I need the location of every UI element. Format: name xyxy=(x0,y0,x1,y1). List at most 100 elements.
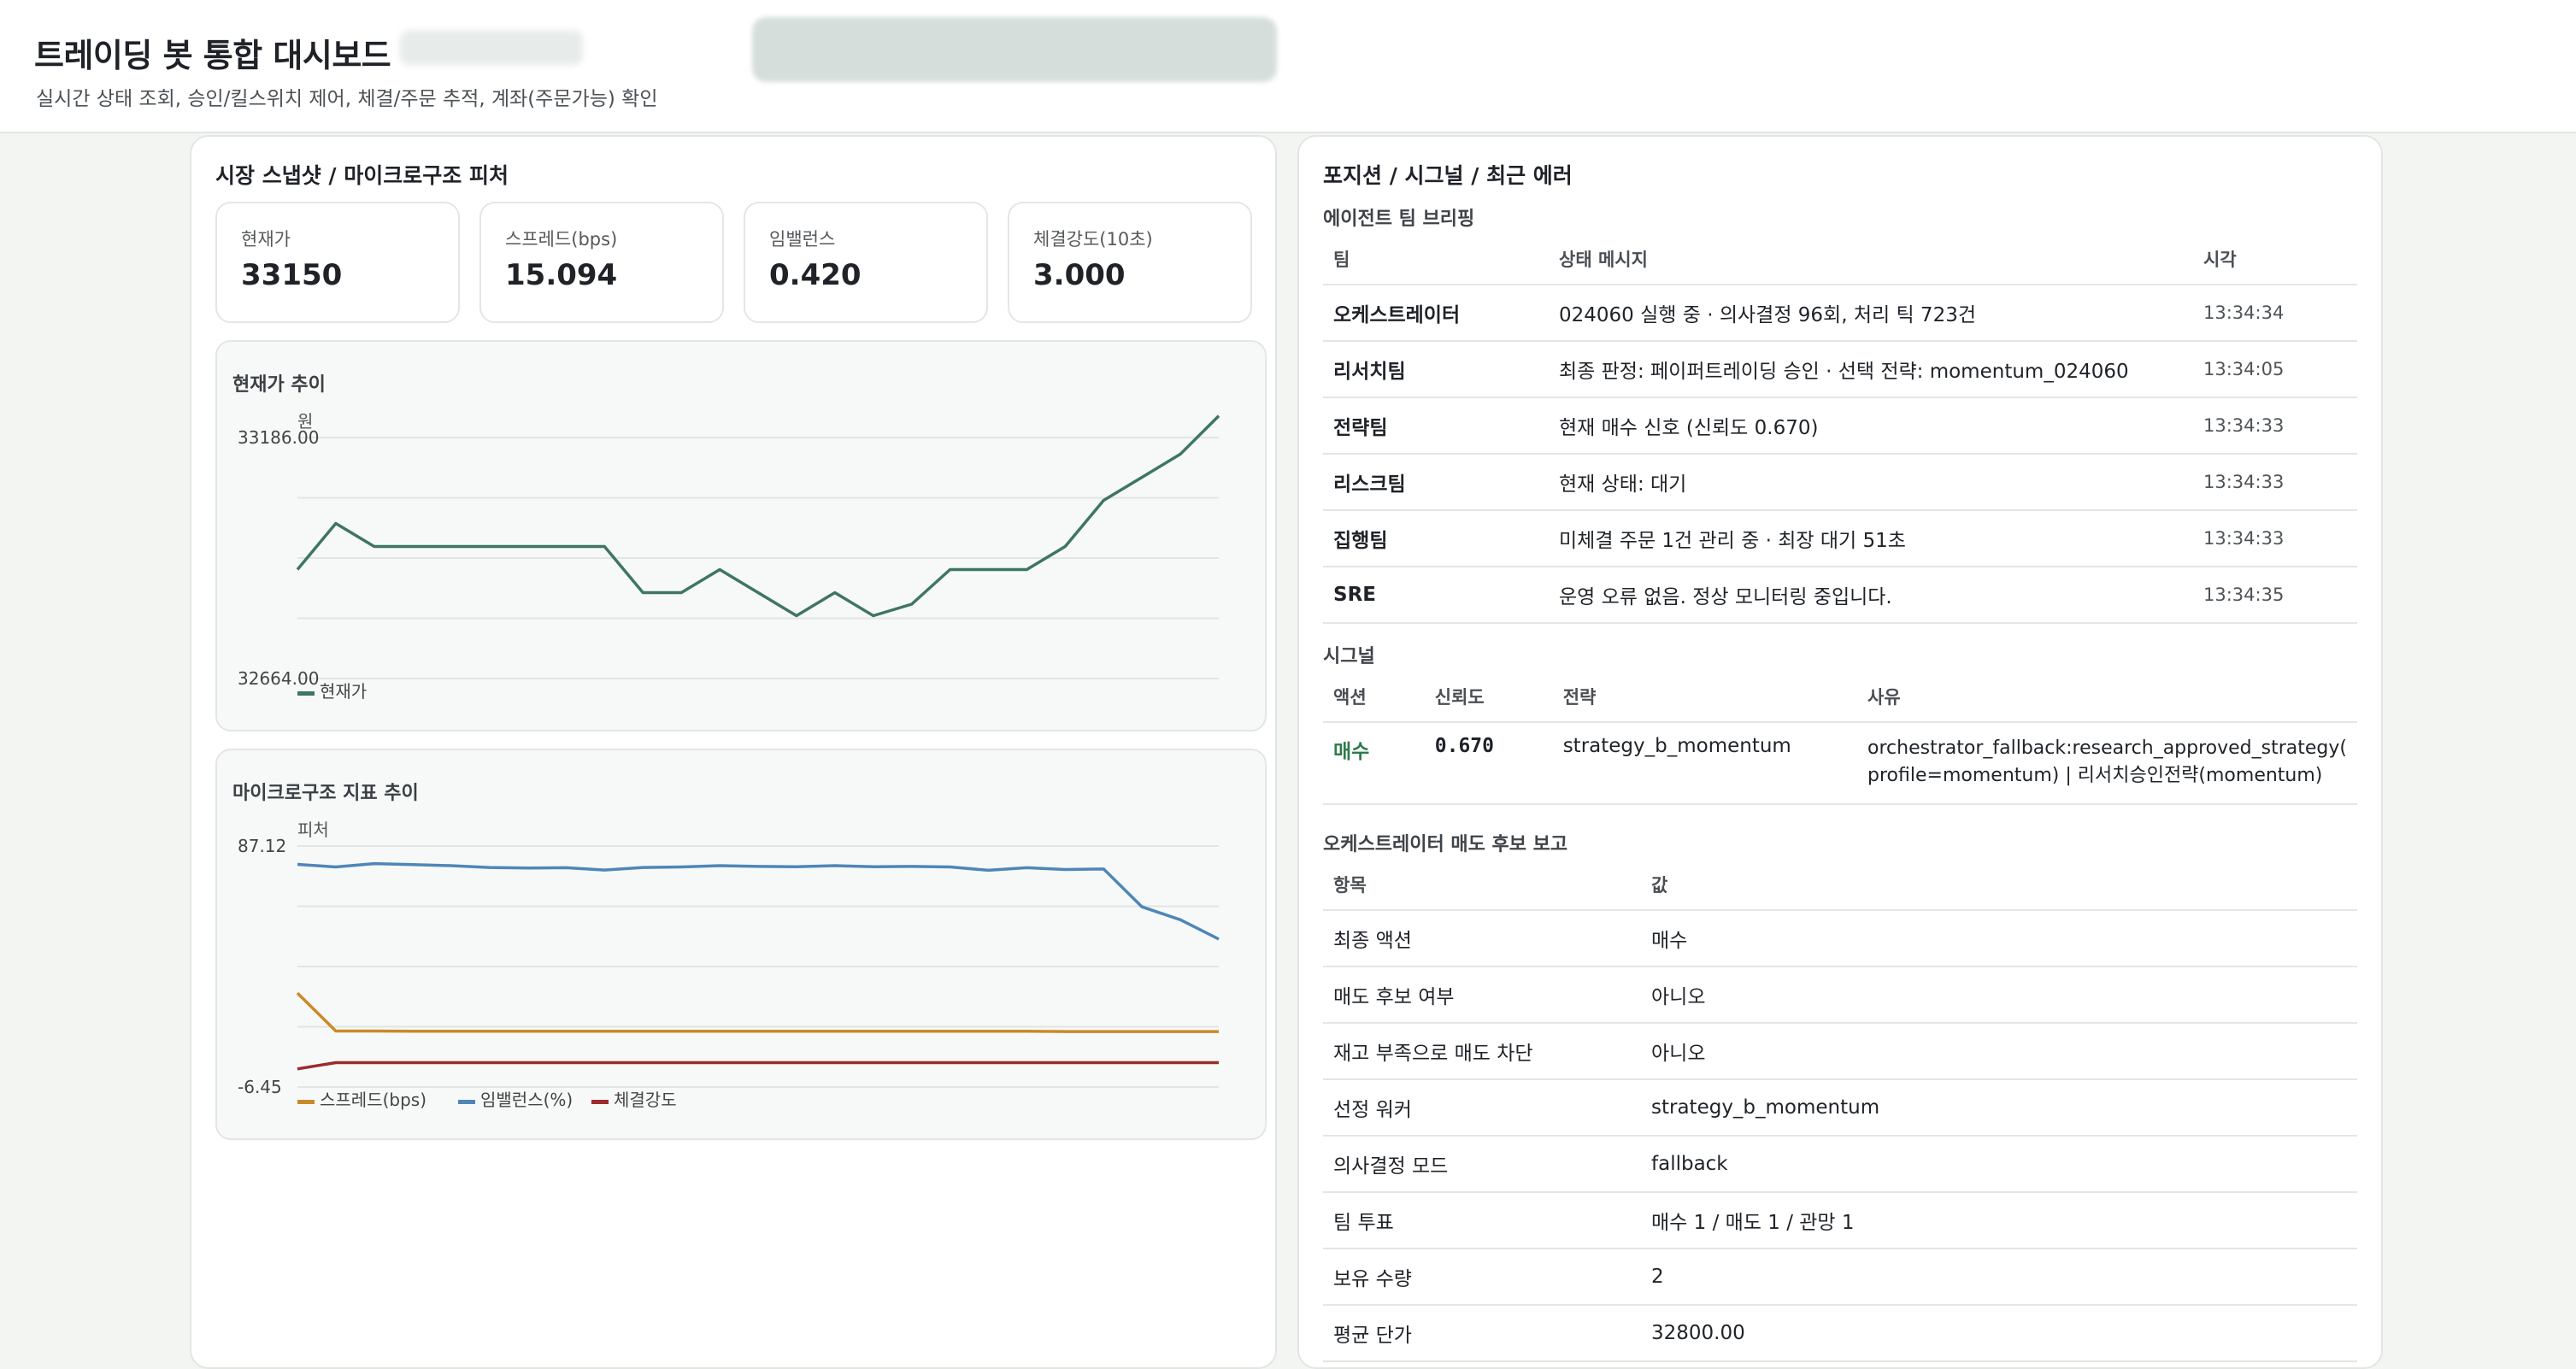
table-row: 오케스트레이터 024060 실행 중 · 의사결정 96회, 처리 틱 723… xyxy=(1323,285,2357,342)
team-time: 13:34:33 xyxy=(2193,454,2357,511)
report-value: 2 xyxy=(1641,1249,2357,1306)
report-value: 매수 xyxy=(1641,910,2357,967)
report-item: 매도 후보 여부 xyxy=(1323,967,1641,1024)
col-strategy: 전략 xyxy=(1552,672,1858,723)
report-item: 의사결정 모드 xyxy=(1323,1136,1641,1193)
report-item: 평균 단가 xyxy=(1323,1305,1641,1362)
team-name: 리서치팀 xyxy=(1323,341,1549,398)
col-confidence: 신뢰도 xyxy=(1424,672,1553,723)
blurred-action-button[interactable] xyxy=(752,17,1277,82)
signal-table: 액션 신뢰도 전략 사유 매수 0.670 strategy_b_momentu… xyxy=(1323,672,2357,805)
report-item: 재고 부족으로 매도 차단 xyxy=(1323,1023,1641,1080)
micro-chart-card: 마이크로구조 지표 추이 피처 87.12 -6.45 스프레드(bps) 임밸런스(%… xyxy=(215,749,1267,1140)
stat-card-spread: 스프레드(bps) 15.094 xyxy=(479,202,724,323)
stat-card-price: 현재가 33150 xyxy=(215,202,460,323)
team-message: 운영 오류 없음. 정상 모니터링 중입니다. xyxy=(1549,567,2193,624)
table-row: 전략팀 현재 매수 신호 (신뢰도 0.670) 13:34:33 xyxy=(1323,397,2357,455)
table-row: 팀 투표 매수 1 / 매도 1 / 관망 1 xyxy=(1323,1192,2357,1249)
col-action: 액션 xyxy=(1323,672,1425,723)
team-name: 리스크팀 xyxy=(1323,454,1549,511)
stat-label: 현재가 xyxy=(241,229,291,250)
table-row: 의사결정 모드 fallback xyxy=(1323,1136,2357,1193)
legend-swatch xyxy=(297,1100,315,1104)
team-message: 현재 매수 신호 (신뢰도 0.670) xyxy=(1549,397,2193,455)
briefing-table: 팀 상태 메시지 시각 오케스트레이터 024060 실행 중 · 의사결정 9… xyxy=(1323,234,2357,624)
col-team: 팀 xyxy=(1323,234,1549,285)
blurred-status-chip xyxy=(400,31,583,65)
col-reason: 사유 xyxy=(1857,672,2357,723)
microstructure-trend-chart: 피처 87.12 -6.45 스프레드(bps) 임밸런스(%) 체결강도 xyxy=(238,820,1220,1110)
team-message: 최종 판정: 페이퍼트레이딩 승인 · 선택 전략: momentum_0240… xyxy=(1549,341,2193,398)
table-row: 보유 수량 2 xyxy=(1323,1249,2357,1306)
market-snapshot-panel: 시장 스냅샷 / 마이크로구조 피처 현재가 33150 스프레드(bps) 1… xyxy=(190,135,1277,1369)
col-time: 시각 xyxy=(2193,234,2357,285)
legend-label: 스프레드(bps) xyxy=(320,1090,426,1110)
legend-label: 임밸런스(%) xyxy=(480,1090,573,1110)
table-row: SRE 운영 오류 없음. 정상 모니터링 중입니다. 13:34:35 xyxy=(1323,567,2357,624)
team-time: 13:34:34 xyxy=(2193,285,2357,342)
report-value: 매수 1 / 매도 1 / 관망 1 xyxy=(1641,1192,2357,1249)
report-table: 항목 값 최종 액션 매수 매도 후보 여부 아니오 재고 부족으로 매도 차단 아니… xyxy=(1323,860,2357,1362)
col-message: 상태 메시지 xyxy=(1549,234,2193,285)
table-row: 평균 단가 32800.00 xyxy=(1323,1305,2357,1362)
series-line xyxy=(296,414,1220,618)
stat-value: 3.000 xyxy=(1033,258,1126,292)
stat-value: 33150 xyxy=(241,258,343,292)
report-value: fallback xyxy=(1641,1136,2357,1193)
col-item: 항목 xyxy=(1323,860,1641,911)
stat-card-strength: 체결강도(10초) 3.000 xyxy=(1008,202,1252,323)
signal-action: 매수 xyxy=(1323,722,1425,805)
signal-confidence: 0.670 xyxy=(1424,722,1553,805)
report-section-title: 오케스트레이터 매도 후보 보고 xyxy=(1323,834,1568,855)
legend-label: 체결강도 xyxy=(614,1090,677,1110)
table-row: 매도 후보 여부 아니오 xyxy=(1323,967,2357,1024)
price-chart-title: 현재가 추이 xyxy=(232,374,326,396)
y-tick-label: -6.45 xyxy=(238,1077,282,1097)
report-item: 팀 투표 xyxy=(1323,1192,1641,1249)
report-item: 보유 수량 xyxy=(1323,1249,1641,1306)
report-value: 아니오 xyxy=(1641,967,2357,1024)
table-row: 리스크팀 현재 상태: 대기 13:34:33 xyxy=(1323,454,2357,511)
series-line xyxy=(296,991,1219,1033)
team-time: 13:34:35 xyxy=(2193,567,2357,624)
price-chart-card: 현재가 추이 원 33186.00 32664.00 현재가 xyxy=(215,340,1267,732)
series-line xyxy=(297,1061,1219,1071)
report-item: 최종 액션 xyxy=(1323,910,1641,967)
table-row: 최종 액션 매수 xyxy=(1323,910,2357,967)
team-name: 집행팀 xyxy=(1323,510,1549,567)
signal-strategy: strategy_b_momentum xyxy=(1552,722,1858,805)
team-name: 전략팀 xyxy=(1323,397,1549,455)
report-value: 32800.00 xyxy=(1641,1305,2357,1362)
stat-label: 스프레드(bps) xyxy=(505,229,618,250)
legend-swatch xyxy=(591,1100,609,1104)
signal-reason-line: orchestrator_fallback:research_approved_… xyxy=(1867,737,2347,759)
team-message: 미체결 주문 1건 관리 중 · 최장 대기 51초 xyxy=(1549,510,2193,567)
stat-card-imbalance: 임밸런스 0.420 xyxy=(744,202,988,323)
stat-label: 임밸런스 xyxy=(769,229,836,250)
position-signal-panel: 포지션 / 시그널 / 최근 에러 에이전트 팀 브리핑 팀 상태 메시지 시각… xyxy=(1297,135,2383,1369)
y-tick-label: 87.12 xyxy=(238,836,286,856)
team-time: 13:34:33 xyxy=(2193,397,2357,455)
report-value: 아니오 xyxy=(1641,1023,2357,1080)
page-subtitle: 실시간 상태 조회, 승인/킬스위치 제어, 체결/주문 추적, 계좌(주문가능… xyxy=(36,88,658,110)
report-value: strategy_b_momentum xyxy=(1641,1079,2357,1137)
legend-swatch xyxy=(458,1100,475,1104)
stat-value: 15.094 xyxy=(505,258,618,292)
stat-value: 0.420 xyxy=(769,258,862,292)
y-tick-label: 33186.00 xyxy=(238,427,319,448)
table-row: 리서치팀 최종 판정: 페이퍼트레이딩 승인 · 선택 전략: momentum… xyxy=(1323,341,2357,398)
col-value: 값 xyxy=(1641,860,2357,911)
team-time: 13:34:05 xyxy=(2193,341,2357,398)
axis-unit-label: 원 xyxy=(297,411,313,432)
table-row: 선정 워커 strategy_b_momentum xyxy=(1323,1079,2357,1137)
legend-swatch xyxy=(297,691,315,696)
team-message: 024060 실행 중 · 의사결정 96회, 처리 틱 723건 xyxy=(1549,285,2193,342)
right-panel-title: 포지션 / 시그널 / 최근 에러 xyxy=(1323,163,1573,188)
team-name: SRE xyxy=(1323,567,1549,624)
stat-label: 체결강도(10초) xyxy=(1033,229,1153,250)
y-tick-label: 32664.00 xyxy=(238,668,319,689)
report-item: 선정 워커 xyxy=(1323,1079,1641,1137)
team-time: 13:34:33 xyxy=(2193,510,2357,567)
signal-row: 매수 0.670 strategy_b_momentum orchestrato… xyxy=(1323,722,2357,805)
